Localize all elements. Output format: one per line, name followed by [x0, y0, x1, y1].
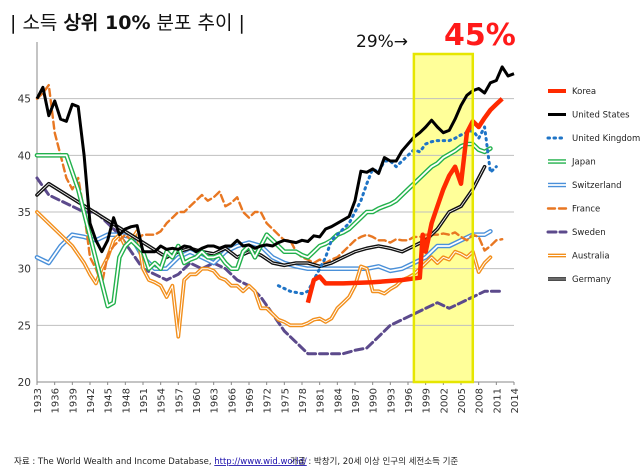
series-line-japan-inner: [36, 143, 492, 307]
x-tick-label: 1987: [351, 388, 362, 413]
series-line-united-kingdom: [276, 125, 498, 296]
x-tick-label: 1936: [51, 388, 62, 413]
y-tick-label: 35: [18, 207, 31, 219]
x-tick-label: 1957: [174, 388, 185, 413]
series-line-united-states: [35, 65, 515, 254]
annotation-from-value: 29%: [356, 32, 394, 52]
legend: Korea United States United Kingdom Japan Swi…: [546, 87, 640, 285]
annotation-from: 29%→: [356, 32, 408, 52]
legend-label-switzerland: Switzerland: [572, 181, 622, 191]
highlight-outline: [412, 52, 475, 384]
x-tick-label: 2014: [510, 388, 521, 413]
legend-label-japan: Japan: [571, 158, 596, 168]
x-tick-label: 1981: [316, 388, 327, 413]
source-link[interactable]: http://www.wid.world/: [214, 457, 307, 467]
legend-label-united-kingdom: United Kingdom: [572, 134, 640, 144]
title-bold: 상위 10%: [63, 12, 150, 34]
series-line-korea: [305, 97, 504, 304]
y-tick-labels: 20 25 30 35 40 45: [18, 94, 31, 389]
source-label: 자료 : The World Wealth and Income Databas…: [14, 457, 214, 467]
y-tick-label: 40: [18, 150, 31, 162]
x-tick-label: 1972: [263, 388, 274, 413]
x-tick-labels: 1933 1936 1939 1942 1945 1948 1951 1954 1957 1960…: [33, 382, 521, 413]
x-tick-label: 1966: [227, 388, 238, 413]
x-tick-label: 1984: [333, 388, 344, 413]
x-tick-label: 1963: [210, 388, 221, 413]
x-tick-label: 2011: [492, 388, 503, 413]
x-tick-label: 1993: [386, 388, 397, 413]
x-tick-label: 1960: [192, 388, 203, 413]
legend-label-sweden: Sweden: [572, 228, 606, 238]
series-group: [34, 65, 515, 356]
x-tick-label: 1969: [245, 388, 256, 413]
x-tick-label: 1948: [121, 388, 132, 413]
x-tick-label: 2002: [439, 388, 450, 413]
y-tick-label: 45: [18, 94, 31, 106]
x-tick-label: 1954: [157, 388, 168, 413]
x-tick-label: 1951: [139, 388, 150, 413]
x-tick-label: 1945: [104, 388, 115, 413]
x-tick-label: 2008: [475, 388, 486, 413]
x-tick-label: 1978: [298, 388, 309, 413]
legend-label-france: France: [572, 205, 600, 215]
x-tick-label: 1933: [33, 388, 44, 413]
source-text: 자료 : The World Wealth and Income Databas…: [14, 457, 307, 467]
source-note: 가공 : 박창기, 20세 이상 인구의 세전소득 기준: [290, 456, 458, 467]
x-tick-label: 1939: [68, 388, 79, 413]
x-tick-label: 1996: [404, 388, 415, 413]
legend-label-united-states: United States: [572, 111, 630, 121]
x-tick-label: 1942: [86, 388, 97, 413]
title-suffix: 분포 추이 |: [151, 12, 245, 34]
x-tick-label: 1975: [280, 388, 291, 413]
x-tick-label: 2005: [457, 388, 468, 413]
x-tick-label: 1999: [422, 388, 433, 413]
legend-label-germany: Germany: [572, 275, 611, 285]
legend-label-australia: Australia: [572, 252, 610, 262]
title-prefix: | 소득: [10, 12, 63, 34]
annotation-arrow: →: [394, 32, 408, 52]
page-title: | 소득 상위 10% 분포 추이 |: [10, 12, 245, 34]
annotation-to: 45%: [444, 18, 516, 53]
y-tick-label: 30: [18, 264, 31, 276]
legend-label-korea: Korea: [572, 87, 596, 97]
y-tick-label: 25: [18, 320, 31, 332]
x-tick-label: 1990: [369, 388, 380, 413]
y-tick-label: 20: [18, 377, 31, 389]
